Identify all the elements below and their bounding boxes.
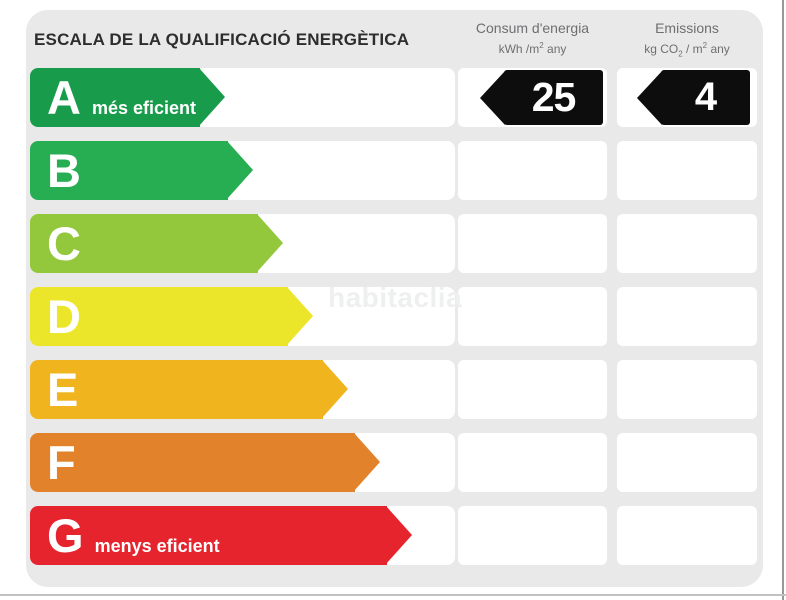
consumption-cell-d bbox=[458, 287, 607, 346]
emissions-value-arrow: 4 bbox=[637, 70, 750, 125]
consumption-column-header: Consum d'energia kWh /m2 any bbox=[458, 20, 607, 56]
rating-arrow-f-body bbox=[30, 433, 355, 492]
emissions-cell-b bbox=[617, 141, 757, 200]
emissions-cell-f bbox=[617, 433, 757, 492]
rating-arrow-a-body bbox=[30, 68, 200, 127]
emissions-header-unit: kg CO2 / m2 any bbox=[644, 41, 730, 59]
energy-certificate-panel: ESCALA DE LA QUALIFICACIÓ ENERGÈTICA Con… bbox=[26, 10, 763, 587]
consumption-header-unit: kWh /m2 any bbox=[498, 41, 567, 56]
rating-arrow-c-body bbox=[30, 214, 258, 273]
consumption-cell-c bbox=[458, 214, 607, 273]
rating-letter-a: A bbox=[47, 71, 81, 124]
consumption-value: 25 bbox=[504, 70, 603, 125]
consumption-cell-b bbox=[458, 141, 607, 200]
rating-row-d: D bbox=[30, 287, 757, 346]
consumption-header-title: Consum d'energia bbox=[475, 20, 590, 36]
rating-letter-e: E bbox=[47, 363, 79, 416]
rating-band-c: C bbox=[30, 214, 455, 273]
emissions-value: 4 bbox=[661, 70, 750, 125]
emissions-column-header: Emissions kg CO2 / m2 any bbox=[617, 20, 757, 61]
rating-arrow-d-body bbox=[30, 287, 288, 346]
emissions-cell-a: 4 bbox=[617, 68, 757, 127]
consumption-value-arrow: 25 bbox=[480, 70, 603, 125]
rating-arrow-c-tip-icon bbox=[257, 214, 283, 272]
consumption-value-arrow-tip-icon bbox=[480, 70, 505, 125]
right-border-line bbox=[782, 0, 784, 600]
rating-arrow-b: B bbox=[30, 141, 253, 200]
consumption-cell-a: 25 bbox=[458, 68, 607, 127]
rating-letter-f: F bbox=[47, 436, 76, 489]
rating-arrow-d: D bbox=[30, 287, 313, 346]
rating-arrow-b-tip-icon bbox=[227, 141, 253, 199]
rating-arrow-e-body bbox=[30, 360, 323, 419]
consumption-cell-e bbox=[458, 360, 607, 419]
rating-row-f: F bbox=[30, 433, 757, 492]
habitaclia-watermark: habitaclia bbox=[328, 282, 463, 313]
rating-letter-d: D bbox=[47, 290, 81, 343]
rating-arrow-f-tip-icon bbox=[354, 433, 380, 491]
rating-note-least-efficient: menys eficient bbox=[94, 536, 220, 556]
emissions-cell-g bbox=[617, 506, 757, 565]
rating-row-b: B bbox=[30, 141, 757, 200]
bottom-border-line bbox=[0, 594, 786, 596]
rating-arrow-a-tip-icon bbox=[199, 68, 225, 126]
rating-letter-b: B bbox=[47, 144, 81, 197]
rating-band-f: F bbox=[30, 433, 455, 492]
rating-letter-g: G bbox=[47, 509, 84, 562]
consumption-cell-g bbox=[458, 506, 607, 565]
page-title: ESCALA DE LA QUALIFICACIÓ ENERGÈTICA bbox=[34, 30, 410, 49]
emissions-value-arrow-tip-icon bbox=[637, 70, 662, 125]
rating-arrow-f: F bbox=[30, 433, 380, 492]
emissions-cell-d bbox=[617, 287, 757, 346]
emissions-cell-c bbox=[617, 214, 757, 273]
rating-arrow-e-tip-icon bbox=[322, 360, 348, 418]
rating-arrow-b-body bbox=[30, 141, 228, 200]
rating-arrow-g-tip-icon bbox=[386, 506, 412, 564]
rating-arrow-e: E bbox=[30, 360, 348, 419]
emissions-header-title: Emissions bbox=[655, 20, 719, 36]
rating-row-e: E bbox=[30, 360, 757, 419]
rating-letter-c: C bbox=[47, 217, 81, 270]
rating-arrow-d-tip-icon bbox=[287, 287, 313, 345]
consumption-cell-f bbox=[458, 433, 607, 492]
rating-note-most-efficient: més eficient bbox=[91, 98, 196, 118]
rating-row-c: C bbox=[30, 214, 757, 273]
rating-arrow-c: C bbox=[30, 214, 283, 273]
rating-arrow-g-body bbox=[30, 506, 387, 565]
emissions-cell-e bbox=[617, 360, 757, 419]
rating-band-b: B bbox=[30, 141, 455, 200]
rating-band-e: E bbox=[30, 360, 455, 419]
rating-band-d: D bbox=[30, 287, 455, 346]
